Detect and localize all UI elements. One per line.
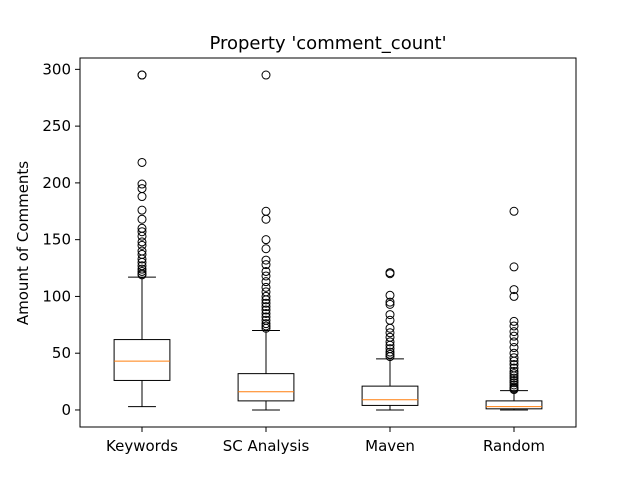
outlier-point [509,343,519,353]
box-iqr [237,373,295,402]
outlier-point [385,328,395,338]
outlier-point [137,231,147,241]
y-tick-label: 250 [42,117,71,135]
outlier-point [261,308,271,318]
plot-area: 0 50 100 150 200 250 300 Keywords SC Analysis Mav… [42,60,545,455]
outlier-point [137,227,147,237]
outlier-point [385,349,395,359]
outlier-point [509,327,519,337]
outlier-point [509,360,519,370]
outlier-point [261,305,271,315]
outlier-point [509,366,519,376]
y-tick-label: 300 [42,60,71,78]
y-tick-label: 200 [42,174,71,192]
outlier-point [261,214,271,224]
outlier-point [509,316,519,326]
y-tick-label: 50 [52,344,71,362]
outlier-point [261,266,271,276]
outlier-point [261,323,271,333]
outlier-point [509,385,519,395]
outlier-point [509,380,519,390]
chart-title: Property 'comment_count' [209,33,446,54]
outlier-point [261,302,271,312]
outlier-point [509,285,519,295]
outlier-point [261,244,271,254]
outlier-point [509,371,519,381]
y-tick-label: 100 [42,287,71,305]
outlier-point [261,271,271,281]
outlier-point [385,269,395,279]
outlier-point [137,157,147,167]
outlier-point [509,331,519,341]
x-tick-label: Maven [365,437,415,455]
outlier-point [261,235,271,245]
plot-frame [79,57,577,428]
box-iqr [113,339,171,381]
outlier-point [385,290,395,300]
outlier-point [261,260,271,270]
outlier-point [509,356,519,366]
outlier-point [137,266,147,276]
outlier-point [261,282,271,292]
outlier-point [261,295,271,305]
outlier-point [385,310,395,320]
outlier-point [509,262,519,272]
outlier-point [261,70,271,80]
outlier-point [509,369,519,379]
outlier-point [137,205,147,215]
outlier-point [509,373,519,383]
box-iqr [485,400,543,410]
outlier-point [137,257,147,267]
outlier-point [137,240,147,250]
outlier-point [137,254,147,264]
outlier-point [261,298,271,308]
outlier-point [385,297,395,307]
x-tick-label: Random [483,437,545,455]
outlier-point [137,270,147,280]
outlier-point [137,70,147,80]
outlier-point [261,277,271,287]
outlier-point [137,264,147,274]
y-tick-label: 150 [42,231,71,249]
outlier-point [137,214,147,224]
outlier-point [261,312,271,322]
outlier-point [509,353,519,363]
outlier-point [385,352,395,362]
outlier-point [385,347,395,357]
outlier-point [385,323,395,333]
box-iqr [361,385,419,406]
outlier-point [137,192,147,202]
outlier-point [385,299,395,309]
y-axis-label: Amount of Comments [14,161,32,325]
outlier-point [385,337,395,347]
x-tick-label: Keywords [106,437,178,455]
outlier-point [137,179,147,189]
outlier-point [261,321,271,331]
outlier-point [137,237,147,247]
outlier-point [261,319,271,329]
x-tick-label: SC Analysis [223,437,310,455]
outlier-point [509,321,519,331]
outlier-point [509,337,519,347]
outlier-point [385,340,395,350]
outlier-point [261,291,271,301]
outlier-point [509,206,519,216]
outlier-point [509,378,519,388]
outlier-point [261,255,271,265]
y-tick-label: 0 [61,401,71,419]
outlier-point [509,291,519,301]
